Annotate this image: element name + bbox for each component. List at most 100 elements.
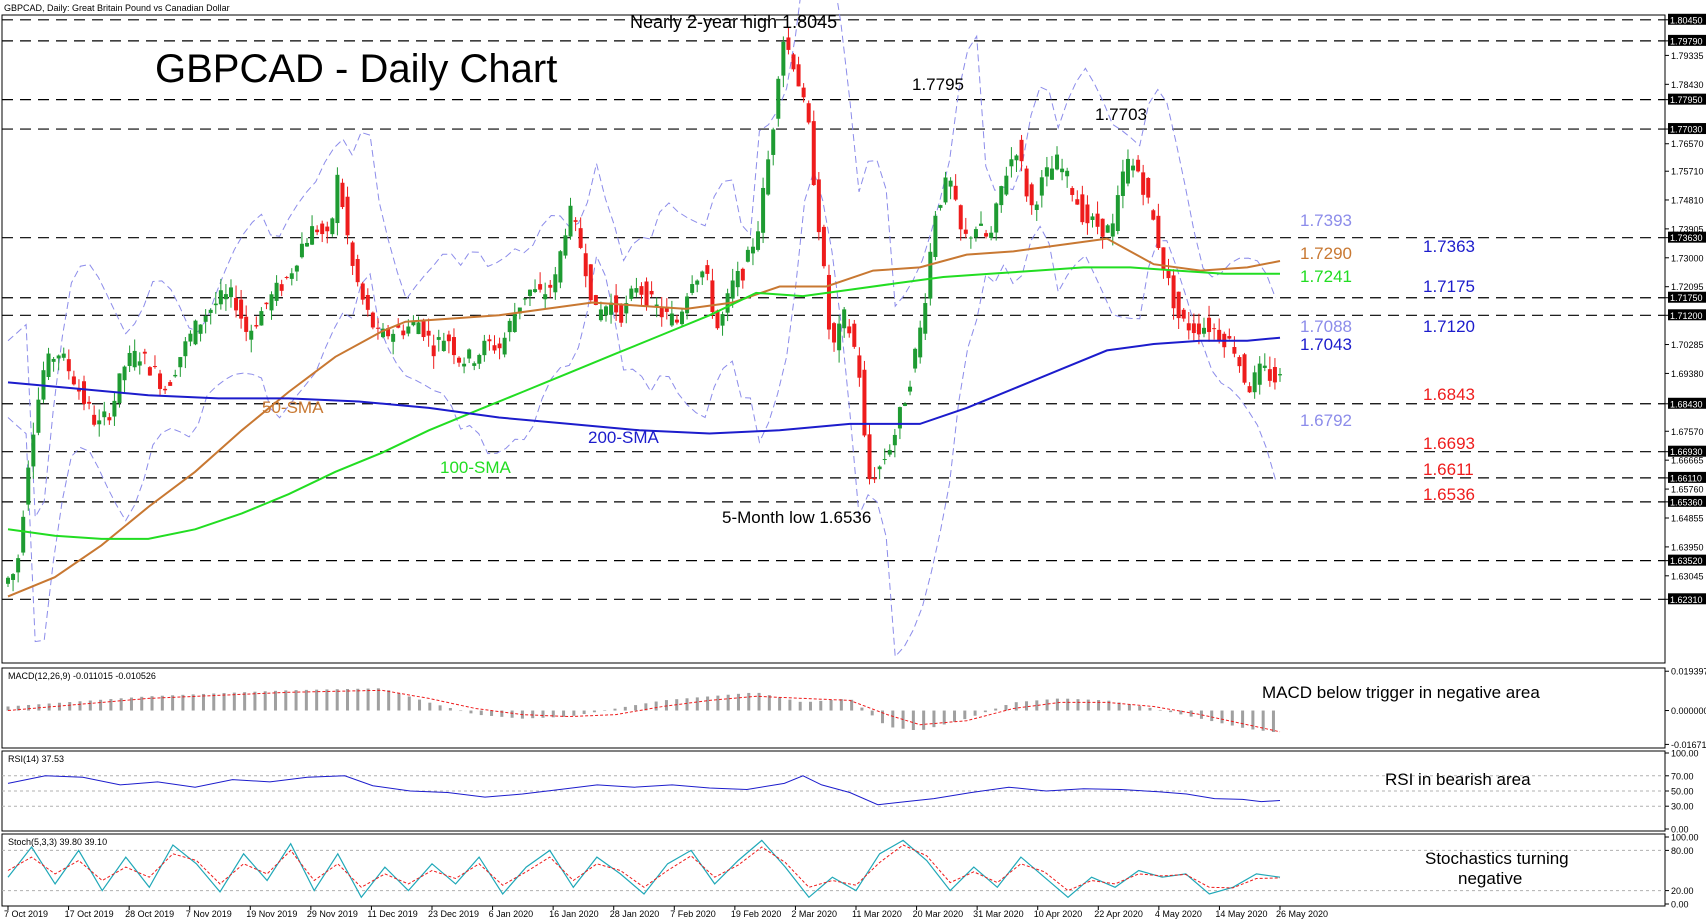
price-annotation-label: 5-Month low 1.6536 — [722, 508, 871, 527]
price-annotation-label: 1.6611 — [1423, 460, 1474, 479]
price-level-tag-label: 1.68430 — [1670, 399, 1703, 409]
candle-bullish — [1262, 365, 1267, 368]
price-annotation-label: 1.7290 — [1300, 244, 1352, 263]
candle-bullish — [1278, 374, 1282, 376]
candle-bearish — [740, 268, 745, 281]
candle-bullish — [887, 449, 892, 455]
macd-histogram-bar — [232, 692, 236, 711]
candle-bearish — [71, 376, 76, 385]
candle-bullish — [923, 303, 928, 334]
candle-bullish — [173, 374, 178, 377]
candle-bearish — [1191, 323, 1196, 334]
macd-histogram-bar — [1045, 699, 1049, 711]
candle-bearish — [659, 307, 664, 318]
candle-bullish — [51, 358, 56, 362]
macd-histogram-bar — [870, 710, 874, 716]
candle-bearish — [1166, 269, 1171, 279]
candle-bullish — [467, 349, 472, 359]
macd-histogram-bar — [973, 710, 977, 716]
price-annotation-label: 1.6843 — [1423, 385, 1475, 404]
price-annotation-label: 1.7175 — [1423, 277, 1475, 296]
candle-bearish — [163, 388, 168, 391]
moving-averages — [7, 237, 1281, 598]
candle-bearish — [583, 253, 588, 277]
macd-histogram-bar — [603, 710, 607, 711]
macd-histogram-bar — [634, 705, 638, 711]
time-tick-label: 19 Nov 2019 — [246, 909, 297, 919]
candle-bearish — [578, 228, 583, 248]
candle-bearish — [1237, 357, 1242, 367]
candle-bearish — [664, 306, 669, 312]
candle-bullish — [999, 186, 1004, 206]
macd-histogram-bar — [119, 698, 123, 711]
candle-bullish — [304, 242, 309, 247]
candle-bearish — [325, 226, 330, 232]
macd-plot: 0.019397 0.000000 -0.016716 — [6, 667, 1706, 750]
macd-histogram-bar — [510, 710, 514, 718]
candle-bearish — [644, 281, 649, 307]
candle-bullish — [837, 323, 842, 351]
candle-bullish — [213, 303, 218, 306]
candle-bullish — [527, 289, 532, 296]
candle-bullish — [897, 407, 902, 429]
macd-histogram-bar — [942, 710, 946, 725]
macd-axis-tick-label: 0.000000 — [1671, 706, 1706, 716]
macd-histogram-bar — [1189, 710, 1193, 717]
stoch-panel: 100.00 80.00 20.00 0.00 — [1, 833, 1699, 910]
candle-bearish — [426, 330, 431, 336]
time-tick-label: 19 Feb 2020 — [731, 909, 782, 919]
candle-bullish — [989, 232, 994, 238]
candle-bearish — [1070, 188, 1075, 195]
price-panel: 1.80450 1.79790 1.79335 1.78430 1.77950 1.770… — [1, 0, 1706, 664]
candle-bullish — [938, 205, 943, 208]
candle-bearish — [365, 294, 370, 310]
price-tick-label: 1.64855 — [1671, 513, 1704, 523]
candle-bearish — [345, 196, 350, 236]
candle-bearish — [284, 276, 289, 278]
macd-histogram-bar — [726, 694, 730, 711]
time-tick-label: 23 Dec 2019 — [428, 909, 479, 919]
candle-bearish — [1141, 172, 1146, 195]
price-tick-label: 1.74810 — [1671, 195, 1704, 205]
candle-bullish — [127, 352, 132, 367]
candle-bullish — [416, 322, 421, 335]
candle-bullish — [31, 434, 36, 467]
candle-bullish — [274, 282, 279, 301]
candle-bullish — [1049, 168, 1054, 180]
macd-histogram-bar — [747, 692, 751, 711]
candle-bullish — [26, 467, 31, 505]
candle-bearish — [66, 359, 71, 372]
candle-bullish — [203, 315, 208, 322]
macd-histogram-bar — [994, 708, 998, 711]
candle-bearish — [674, 319, 679, 323]
stoch-annotation-line2: negative — [1458, 869, 1522, 888]
macd-histogram-bar — [243, 692, 247, 711]
macd-histogram-bar — [613, 708, 617, 711]
macd-histogram-bar — [891, 710, 895, 728]
candle-bullish — [877, 466, 882, 470]
candle-bullish — [1115, 195, 1120, 232]
candle-bullish — [629, 288, 634, 299]
candle-bullish — [720, 314, 725, 326]
candle-bullish — [1044, 167, 1049, 177]
candle-bearish — [958, 205, 963, 230]
candle-bullish — [249, 330, 254, 340]
candle-bearish — [1161, 247, 1166, 271]
candle-bullish — [761, 187, 766, 233]
price-tick-label: 1.75710 — [1671, 167, 1704, 177]
price-level-tag-label: 1.66110 — [1670, 473, 1702, 483]
50-sma-line — [7, 237, 1281, 598]
candle-bearish — [1085, 204, 1090, 224]
price-annotation-label: 1.7393 — [1300, 211, 1352, 230]
macd-histogram-bar — [850, 699, 854, 711]
candle-bearish — [1196, 323, 1201, 335]
macd-histogram-bar — [1158, 709, 1162, 711]
macd-histogram-bar — [448, 708, 452, 711]
price-level-tag-label: 1.79790 — [1670, 36, 1703, 46]
candle-bullish — [598, 309, 603, 321]
macd-histogram-bar — [366, 688, 370, 711]
price-annotation-label: 1.7795 — [912, 75, 964, 94]
candle-bearish — [152, 366, 157, 368]
macd-histogram-bar — [140, 696, 144, 711]
chart-title: GBPCAD - Daily Chart — [155, 47, 557, 91]
